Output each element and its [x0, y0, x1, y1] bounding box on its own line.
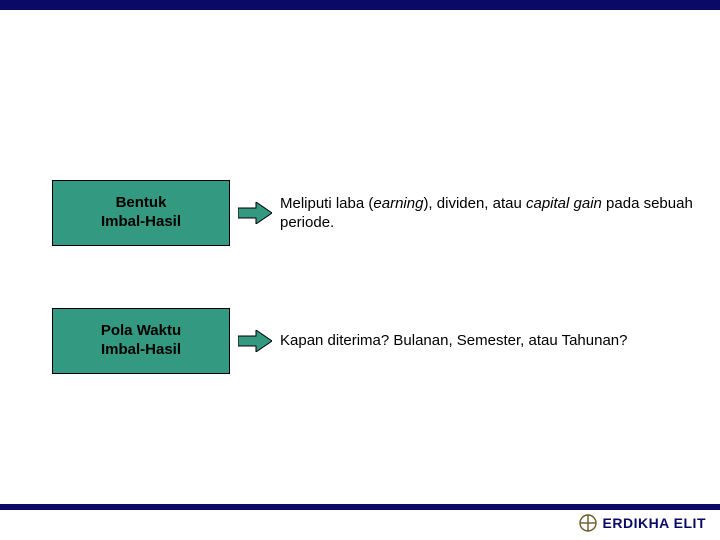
- box-line1: Pola Waktu: [101, 322, 181, 339]
- footer: ERDIKHA ELIT: [579, 514, 706, 532]
- concept-desc-pola: Kapan diterima? Bulanan, Semester, atau …: [280, 331, 720, 351]
- content-area: Bentuk Imbal-Hasil Meliputi laba (earnin…: [0, 180, 720, 436]
- desc-text: Meliputi laba (: [280, 195, 373, 212]
- italic-term: capital gain: [526, 195, 602, 212]
- box-line2: Imbal-Hasil: [101, 213, 181, 230]
- arrow-wrap: [230, 202, 280, 224]
- concept-row: Pola Waktu Imbal-Hasil Kapan diterima? B…: [0, 308, 720, 374]
- arrow-right-icon: [238, 330, 272, 352]
- concept-box-pola: Pola Waktu Imbal-Hasil: [52, 308, 230, 374]
- desc-text: ), dividen, atau: [423, 195, 526, 212]
- bottom-bar: [0, 504, 720, 510]
- concept-row: Bentuk Imbal-Hasil Meliputi laba (earnin…: [0, 180, 720, 246]
- concept-box-bentuk: Bentuk Imbal-Hasil: [52, 180, 230, 246]
- concept-desc-bentuk: Meliputi laba (earning), dividen, atau c…: [280, 194, 720, 233]
- box-line2: Imbal-Hasil: [101, 341, 181, 358]
- italic-term: earning: [373, 195, 423, 212]
- desc-text: Kapan diterima? Bulanan, Semester, atau …: [280, 332, 627, 349]
- arrow-right-icon: [238, 202, 272, 224]
- top-bar: [0, 0, 720, 10]
- brand-logo-icon: [579, 514, 597, 532]
- box-line1: Bentuk: [116, 194, 167, 211]
- arrow-wrap: [230, 330, 280, 352]
- brand-text: ERDIKHA ELIT: [603, 515, 706, 531]
